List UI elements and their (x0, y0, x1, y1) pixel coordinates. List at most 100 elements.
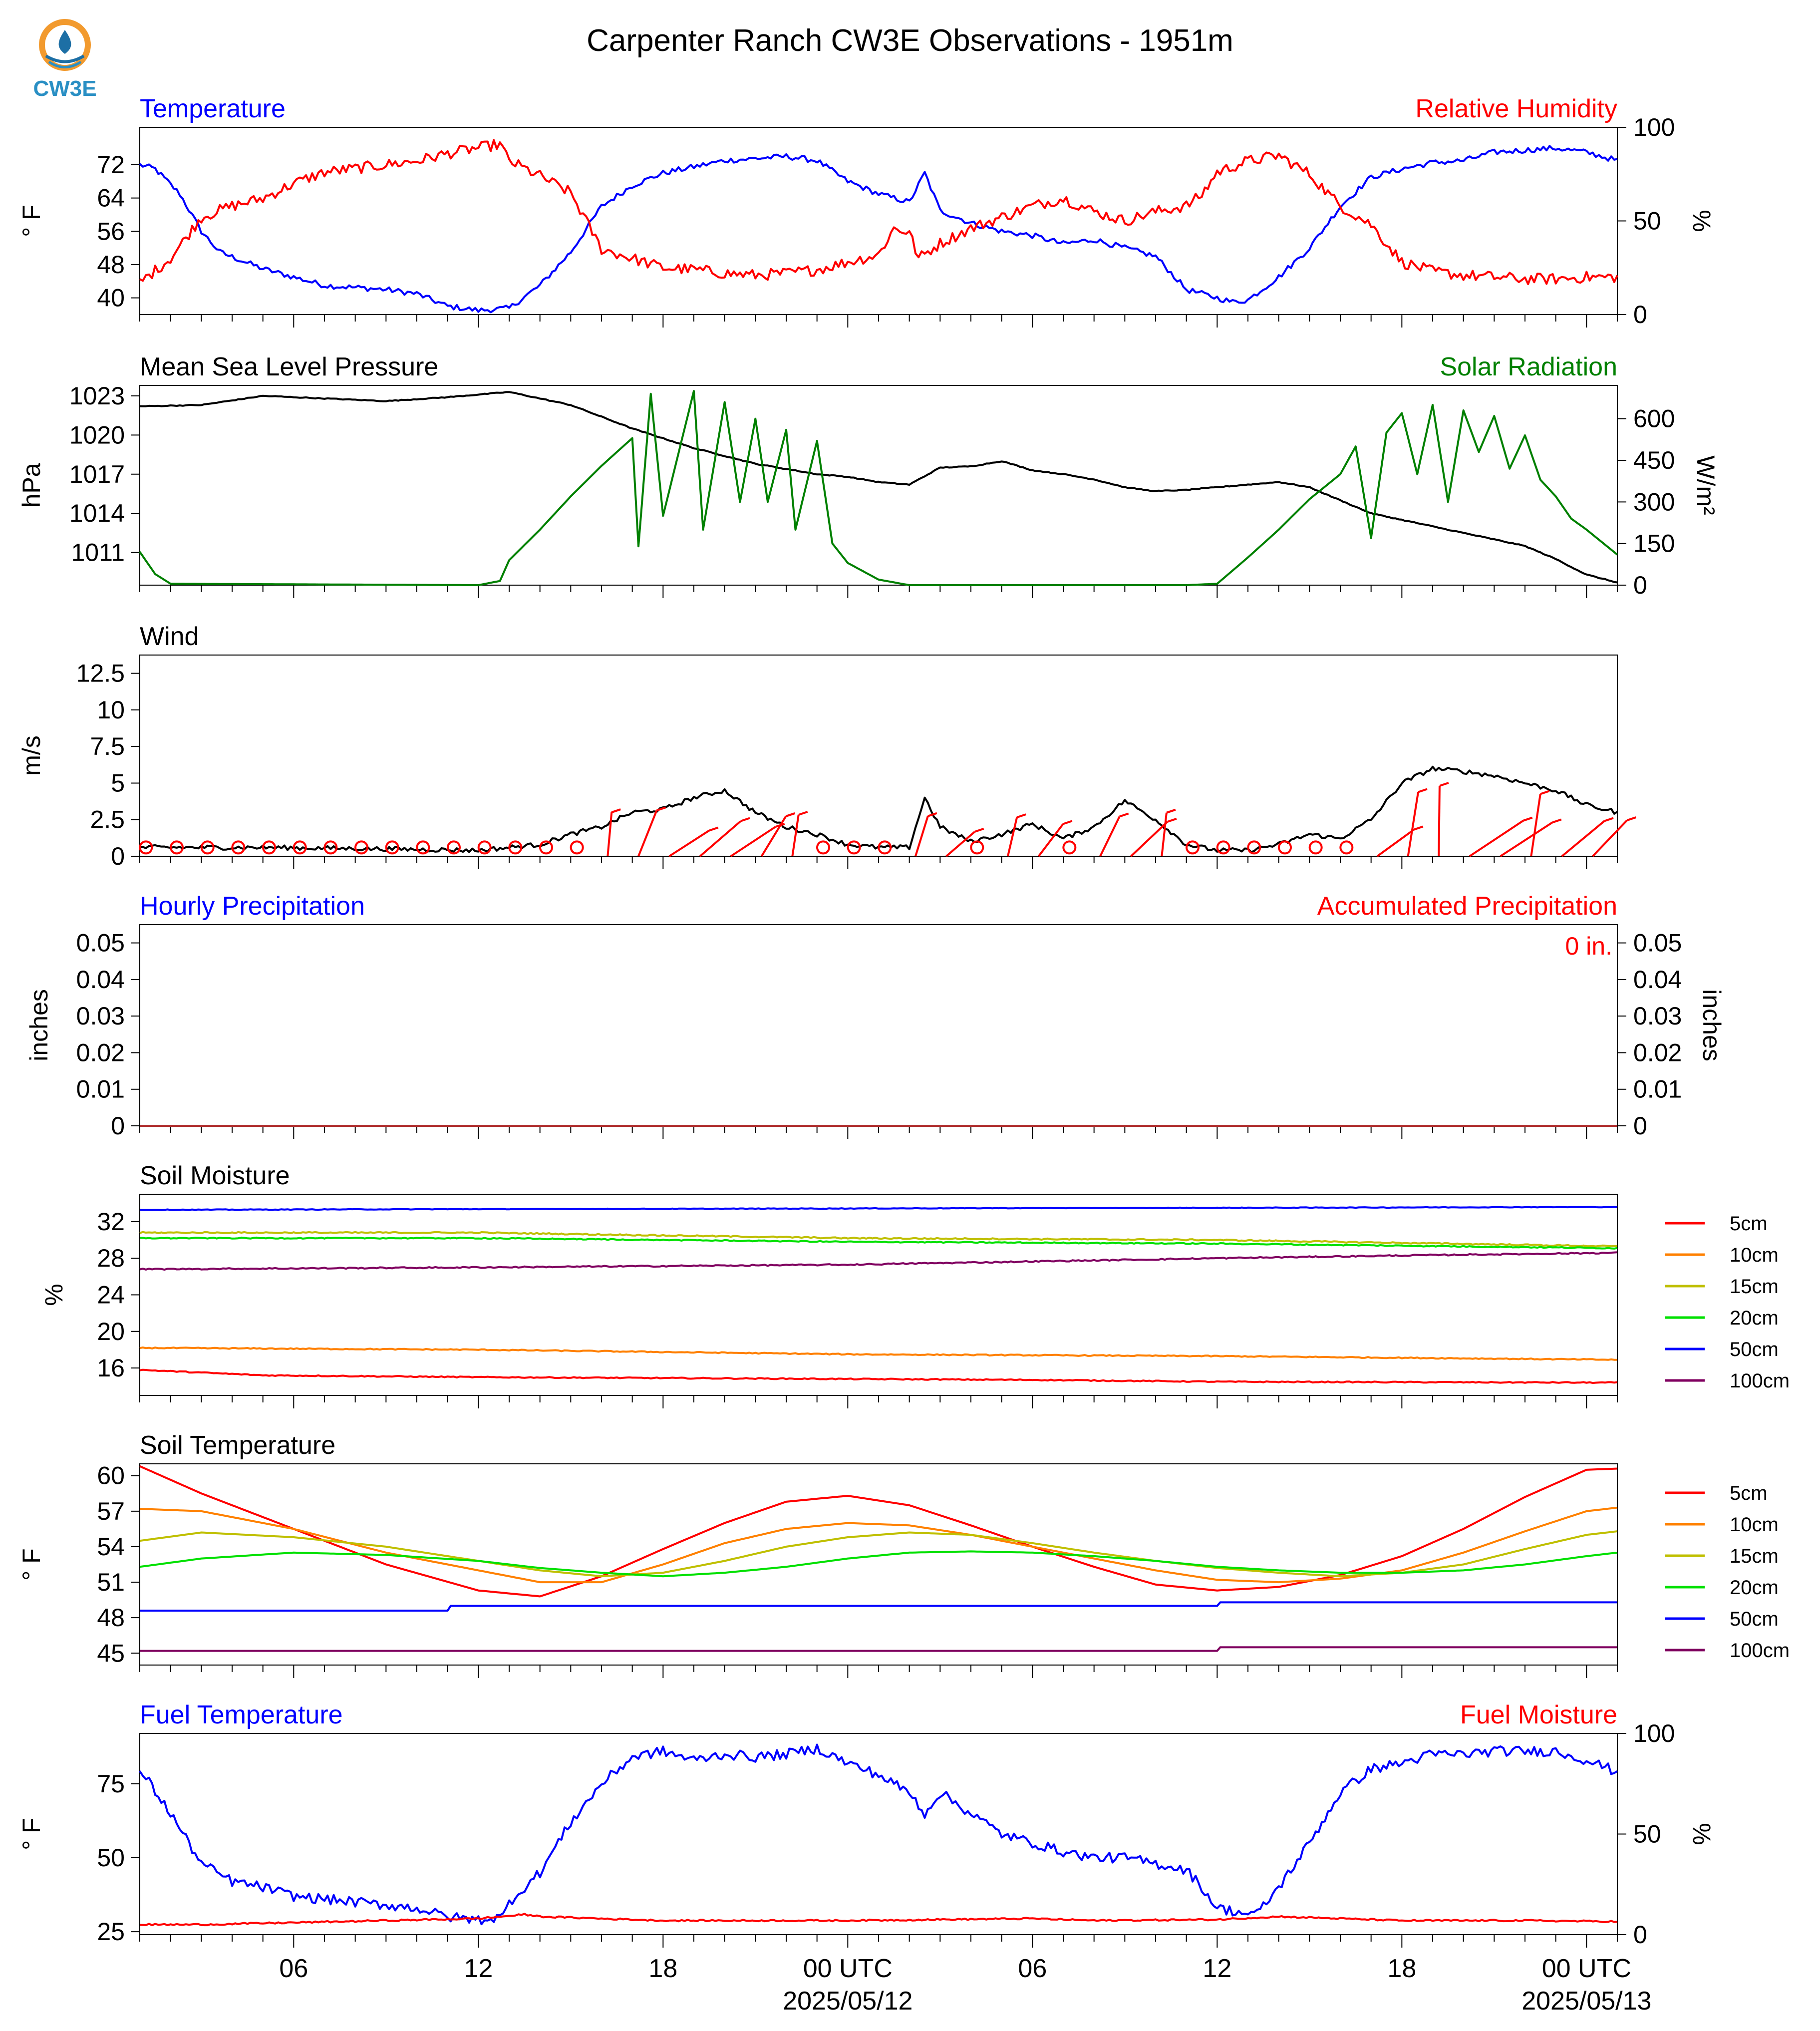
y-tick-label-left: 32 (97, 1208, 125, 1236)
panel-title-left: Hourly Precipitation (140, 892, 365, 921)
x-axis-labels: 06 12 18 00 UTC 06 12 18 00 UTC 2025/05/12 2025/0… (279, 1954, 1651, 2016)
y-tick-label-right: 100 (1633, 113, 1675, 141)
panels: Temperature Relative Humidity 40 48 56 64 72 ° … (17, 94, 1790, 2016)
wind-calm-marker (878, 840, 892, 855)
y-tick-label-right: 50 (1633, 207, 1661, 235)
y-axis-label-right: % (1688, 210, 1716, 232)
panel-title-left: Wind (140, 622, 199, 651)
x-tick-label: 12 (1203, 1954, 1231, 1983)
wind-calm-marker (970, 840, 984, 855)
wind-barb-flag (1604, 817, 1614, 822)
x-tick-label: 12 (464, 1954, 493, 1983)
y-tick-label-left: 24 (97, 1281, 125, 1309)
wind-calm-marker (539, 840, 553, 855)
wind-calm-marker (385, 840, 399, 855)
wind-calm-marker (1278, 840, 1292, 855)
wind-barb-flag (1166, 808, 1176, 814)
wind-barb-flag (785, 812, 795, 817)
wind-barb (1038, 823, 1064, 857)
wind-barb-flag (1626, 816, 1637, 821)
legend-label-10cm: 10cm (1730, 1244, 1779, 1266)
series-line-fuel-0 (139, 1743, 1618, 1926)
series-line-wind-0 (139, 765, 1618, 853)
wind-barb (1376, 828, 1415, 857)
y-tick-label-left: 75 (97, 1770, 125, 1798)
y-axis-label-left: ° F (17, 1548, 45, 1580)
y-axis-label-left: m/s (17, 735, 45, 776)
y-tick-label-right: 0 (1633, 1921, 1647, 1949)
series-line-15cm (139, 1530, 1618, 1578)
plot-frame (139, 1194, 1618, 1396)
wind-barb (1561, 820, 1605, 857)
wind-barb (1438, 785, 1441, 857)
wind-barb-flag (1119, 812, 1129, 818)
wind-barb-flag (709, 826, 719, 832)
plot-frame (139, 924, 1618, 1126)
y-tick-label-left: 25 (97, 1918, 125, 1946)
series-line-15cm (139, 1231, 1618, 1248)
y-tick-label-left: 72 (97, 151, 125, 179)
y-tick-label-right: 0 (1633, 1112, 1647, 1140)
series-line-pressure_solar-0 (139, 391, 1618, 584)
wind-calm-marker (1247, 840, 1261, 855)
y-tick-label-left: 2.5 (90, 806, 125, 834)
wind-barb (1469, 819, 1524, 857)
wind-barb (1407, 792, 1419, 857)
y-tick-label-left: 0 (111, 1112, 125, 1140)
wind-calm-marker (354, 840, 368, 855)
series-line-temp_rh-1 (139, 139, 1618, 285)
wind-calm-marker (1062, 840, 1077, 855)
x-tick-label: 06 (1018, 1954, 1047, 1983)
y-axis-label-left: ° F (17, 205, 45, 237)
y-tick-label-left: 54 (97, 1533, 125, 1561)
wind-calm-marker (847, 840, 861, 855)
wind-barb (699, 820, 742, 857)
wind-barb (1592, 819, 1628, 857)
legend-label-10cm: 10cm (1730, 1514, 1779, 1536)
y-tick-label-left: 0.04 (76, 966, 125, 994)
panel-temp_rh: Temperature Relative Humidity 40 48 56 64 72 ° … (17, 94, 1716, 329)
accumulated-total-label: 0 in. (1565, 932, 1612, 960)
panel-title-right: Solar Radiation (1440, 352, 1617, 381)
x-tick-label: 18 (648, 1954, 677, 1983)
legend-label-15cm: 15cm (1730, 1545, 1779, 1567)
wind-calm-marker (816, 840, 830, 855)
y-axis-label-right: % (1688, 1823, 1716, 1845)
wind-calm-marker (1308, 840, 1323, 855)
wind-barb (760, 815, 787, 857)
panel-soil_temp: Soil Temperature 45 48 51 54 57 60 ° F 5cm 10cm 15… (17, 1431, 1790, 1678)
wind-barb-flag (1167, 817, 1177, 823)
wind-barb-flag (740, 817, 750, 822)
panel-title-right: Accumulated Precipitation (1317, 892, 1617, 921)
y-tick-label-left: 1014 (69, 499, 125, 527)
plot-frame (139, 655, 1618, 857)
wind-barb-flag (974, 827, 984, 833)
y-tick-label-left: 0.03 (76, 1002, 125, 1030)
wind-barb (1099, 816, 1121, 857)
y-tick-label-left: 1023 (69, 382, 125, 410)
wind-calm-marker (323, 840, 338, 855)
y-tick-label-right: 100 (1633, 1719, 1675, 1747)
y-tick-label-left: 1020 (69, 421, 125, 449)
logo-text: CW3E (33, 76, 96, 101)
wind-barb (1130, 821, 1169, 857)
wind-barb-flag (1016, 813, 1026, 819)
panel-pressure_solar: Mean Sea Level Pressure Solar Radiation 10… (17, 352, 1720, 599)
panel-title-left: Soil Moisture (140, 1161, 290, 1190)
wind-barb (1500, 821, 1553, 857)
wind-calm-marker (139, 840, 153, 855)
wind-barb-flag (798, 811, 808, 816)
y-axis-label-left: inches (25, 989, 53, 1061)
y-tick-label-right: 50 (1633, 1820, 1661, 1848)
x-date-label: 2025/05/12 (783, 1987, 912, 2016)
y-tick-label-right: 0.04 (1633, 966, 1682, 994)
wind-calm-marker (1186, 840, 1200, 855)
panel-wind: Wind 0 2.5 5 7.5 10 12.5 m/s (17, 622, 1637, 870)
y-tick-label-right: 0.01 (1633, 1075, 1682, 1103)
y-axis-label-left: hPa (17, 463, 45, 507)
series-line-100cm (139, 1251, 1618, 1271)
series-line-10cm (139, 1346, 1618, 1361)
series-line-50cm (140, 1601, 1617, 1612)
y-tick-label-left: 5 (111, 769, 125, 797)
panel-title-left: Fuel Temperature (140, 1700, 343, 1729)
